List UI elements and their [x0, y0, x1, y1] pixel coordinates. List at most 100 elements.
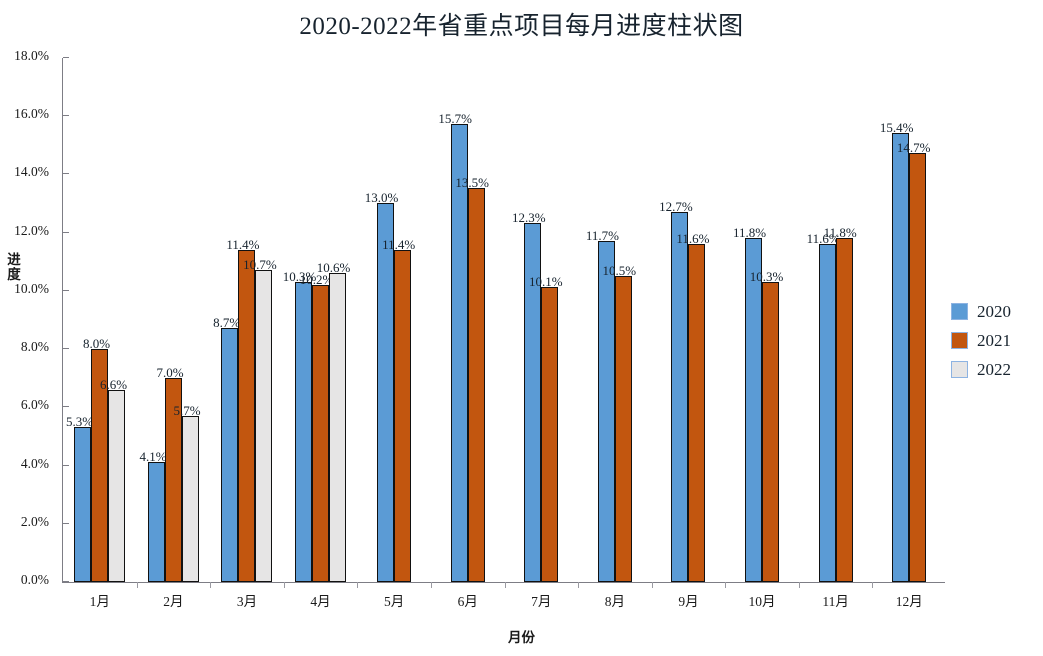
- bar-value-label: 5.3%: [65, 414, 94, 430]
- legend-item-2021[interactable]: 2021: [951, 326, 1043, 355]
- x-axis-category-label: 11月: [822, 594, 849, 609]
- bar[interactable]: 11.4%: [382, 237, 415, 582]
- bar-group: 13.0% 11.4% 5月: [357, 58, 431, 609]
- bar-group: 11.8% 10.3% 10月: [725, 58, 799, 609]
- bar-group-bars: 8.7% 11.4% 10.7%: [210, 58, 284, 582]
- bar[interactable]: 12.3%: [512, 210, 546, 582]
- bar-group-bars: 15.4% 14.7%: [872, 58, 946, 582]
- chart-legend: 2020 2021 2022: [951, 297, 1043, 384]
- y-axis-title: 进度: [7, 252, 21, 282]
- bar-value-label: 15.4%: [879, 119, 914, 135]
- bar[interactable]: 11.6%: [676, 231, 710, 582]
- y-axis-tick-mark: [63, 173, 69, 175]
- x-axis-tick-mark: [504, 582, 506, 588]
- chart-title: 2020-2022年省重点项目每月进度柱状图: [299, 13, 744, 40]
- bar[interactable]: 11.7%: [586, 228, 619, 582]
- y-axis-tick-label: 12.0%: [14, 222, 49, 238]
- x-axis-tick-mark: [578, 582, 580, 588]
- bar-group-bars: 12.3% 10.1%: [505, 58, 579, 582]
- bar-group: 15.4% 14.7% 12月: [872, 58, 946, 609]
- y-axis-tick-mark: [63, 464, 69, 466]
- legend-item-2022[interactable]: 2022: [951, 355, 1043, 384]
- x-axis-tick-mark: [357, 582, 359, 588]
- bar-group-bars: 12.7% 11.6%: [652, 58, 726, 582]
- bar-group-bars: 5.3% 8.0% 6.6%: [63, 58, 137, 582]
- bar[interactable]: 14.7%: [897, 140, 930, 582]
- bar[interactable]: 11.6%: [807, 231, 840, 582]
- bar-group-bars: 11.7% 10.5%: [578, 58, 652, 582]
- bar[interactable]: 10.2%: [300, 272, 333, 582]
- bar-group: 5.3% 8.0% 6.6% 1月: [63, 58, 137, 609]
- bar-value-label: 11.4%: [226, 236, 260, 252]
- bar[interactable]: 5.3%: [66, 414, 93, 582]
- bar[interactable]: 13.0%: [365, 190, 398, 582]
- x-axis-category-label: 3月: [236, 594, 258, 609]
- bar[interactable]: 8.7%: [213, 315, 240, 582]
- bar[interactable]: 11.8%: [733, 225, 766, 582]
- x-axis-tick-mark: [430, 582, 432, 588]
- x-axis-tick-mark: [798, 582, 800, 588]
- y-axis-tick-label: 6.0%: [20, 397, 49, 413]
- x-axis-category-label: 8月: [604, 594, 625, 609]
- bar-value-label: 13.0%: [364, 189, 399, 205]
- bar-group: 15.7% 13.5% 6月: [431, 58, 505, 609]
- y-axis-tick-mark: [63, 115, 69, 117]
- bar[interactable]: 12.7%: [659, 199, 693, 582]
- bar[interactable]: 10.5%: [603, 263, 636, 582]
- bar[interactable]: 4.1%: [140, 449, 167, 582]
- bar[interactable]: 5.7%: [174, 403, 201, 582]
- y-axis-tick-label: 2.0%: [20, 513, 49, 529]
- bar-value-label: 12.3%: [511, 210, 546, 226]
- legend-swatch-icon: [951, 332, 968, 349]
- bar[interactable]: 7.0%: [157, 365, 184, 582]
- x-axis-category-label: 5月: [383, 594, 405, 609]
- x-axis-category-label: 1月: [89, 594, 110, 609]
- y-axis-tick-label: 0.0%: [20, 572, 49, 587]
- y-axis-tick-mark: [63, 522, 69, 524]
- y-axis-tick-mark: [63, 581, 69, 582]
- bar-value-label: 11.7%: [585, 227, 619, 243]
- bar[interactable]: 11.4%: [226, 237, 260, 582]
- bar-group-bars: 15.7% 13.5%: [431, 58, 505, 582]
- y-axis-tick-mark: [63, 348, 69, 350]
- bar-value-label: 10.3%: [282, 268, 317, 284]
- x-axis-tick-mark: [283, 582, 285, 588]
- bar-value-label: 4.1%: [139, 449, 167, 465]
- x-axis-tick-mark: [136, 582, 138, 588]
- x-axis-tick-mark: [651, 582, 653, 588]
- bar-value-label: 11.8%: [823, 224, 857, 240]
- bar[interactable]: 10.6%: [317, 260, 350, 582]
- y-axis-tick-label: 10.0%: [14, 280, 49, 296]
- bar[interactable]: 15.7%: [438, 111, 472, 582]
- bar-group-bars: 4.1% 7.0% 5.7%: [137, 58, 211, 582]
- bar-group-bars: 11.6% 11.8%: [799, 58, 873, 582]
- x-axis-title: 月份: [508, 630, 535, 645]
- bar[interactable]: 10.3%: [283, 269, 316, 582]
- x-axis-tick-mark: [210, 582, 212, 588]
- bar[interactable]: 13.5%: [455, 175, 489, 582]
- bar-value-label: 8.0%: [82, 335, 111, 351]
- bar[interactable]: 10.1%: [529, 274, 563, 582]
- y-axis-tick-mark: [63, 406, 69, 408]
- bar[interactable]: 11.8%: [824, 225, 857, 582]
- bar[interactable]: 6.6%: [100, 377, 127, 582]
- bar-group: 12.3% 10.1% 7月: [505, 58, 579, 609]
- x-axis-category-label: 12月: [895, 594, 923, 609]
- legend-item-2020[interactable]: 2020: [951, 297, 1043, 326]
- x-axis-category-label: 2月: [163, 594, 184, 609]
- bar-value-label: 15.7%: [438, 111, 472, 127]
- bar[interactable]: 15.4%: [880, 120, 913, 582]
- y-axis-tick-mark: [63, 57, 69, 58]
- y-axis-tick-mark: [63, 231, 69, 233]
- bar[interactable]: 8.0%: [83, 336, 110, 582]
- y-axis-tick-label: 8.0%: [20, 339, 49, 355]
- bar-value-label: 10.6%: [316, 259, 351, 275]
- x-axis-category-label: 9月: [678, 594, 699, 609]
- x-axis-category-label: 10月: [748, 594, 776, 609]
- y-axis-tick-mark: [63, 289, 69, 291]
- x-axis-tick-mark: [725, 582, 727, 588]
- bar[interactable]: 10.7%: [243, 257, 277, 582]
- y-axis-tick-label: 16.0%: [14, 106, 49, 122]
- bar[interactable]: 10.3%: [750, 269, 783, 582]
